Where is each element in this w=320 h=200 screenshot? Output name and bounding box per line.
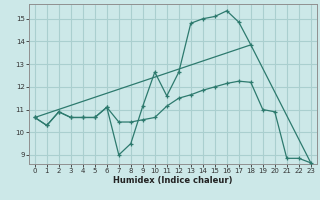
X-axis label: Humidex (Indice chaleur): Humidex (Indice chaleur) — [113, 176, 233, 185]
